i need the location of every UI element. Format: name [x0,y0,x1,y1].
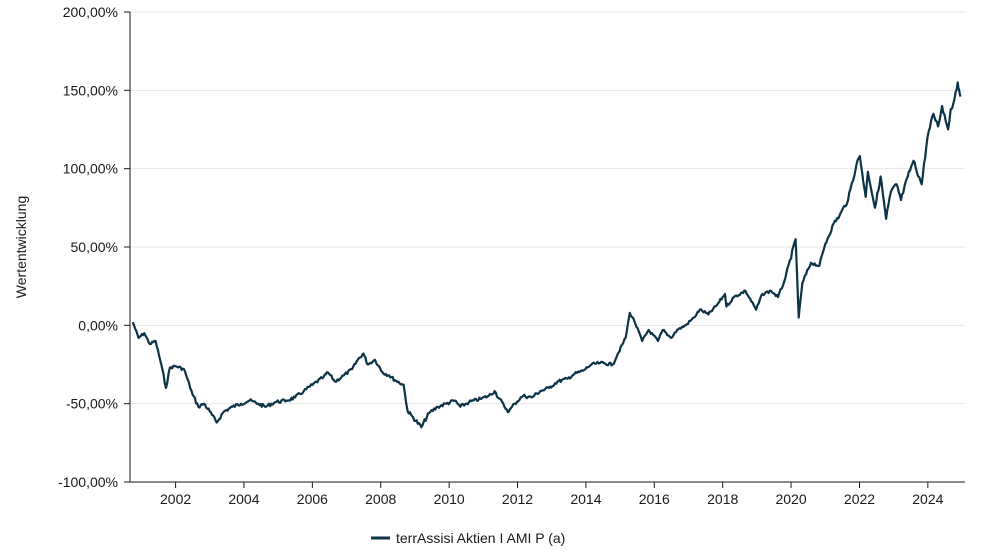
y-tick-label: 150,00% [63,82,118,98]
series-line[interactable] [131,81,962,429]
y-axis-ticks: -100,00% -50,00% 0,00% 50,00% 100,00% 150,00%… [58,4,130,490]
x-tick-label: 2002 [160,491,191,507]
grid-lines [130,11,965,405]
x-tick-label: 2004 [228,491,259,507]
x-tick-label: 2010 [434,491,465,507]
x-tick-label: 2016 [639,491,670,507]
series-layer [131,81,962,429]
x-axis-ticks: 2002 2004 2006 2008 2010 2012 2014 2016 2018 2020… [160,482,944,507]
x-tick-label: 2018 [707,491,738,507]
y-tick-label: -100,00% [58,474,118,490]
x-tick-label: 2008 [365,491,396,507]
y-tick-label: 50,00% [71,239,118,255]
legend-label: terrAssisi Aktien I AMI P (a) [396,530,565,546]
y-axis-label: Wertentwicklung [13,196,29,298]
x-tick-label: 2012 [502,491,533,507]
x-tick-label: 2014 [570,491,601,507]
y-tick-label: 0,00% [78,317,118,333]
x-tick-label: 2024 [912,491,943,507]
x-tick-label: 2022 [844,491,875,507]
legend[interactable]: terrAssisi Aktien I AMI P (a) [371,530,565,546]
y-tick-label: 100,00% [63,161,118,177]
x-tick-label: 2020 [775,491,806,507]
y-tick-label: 200,00% [63,4,118,20]
x-tick-label: 2006 [297,491,328,507]
y-tick-label: -50,00% [66,396,118,412]
